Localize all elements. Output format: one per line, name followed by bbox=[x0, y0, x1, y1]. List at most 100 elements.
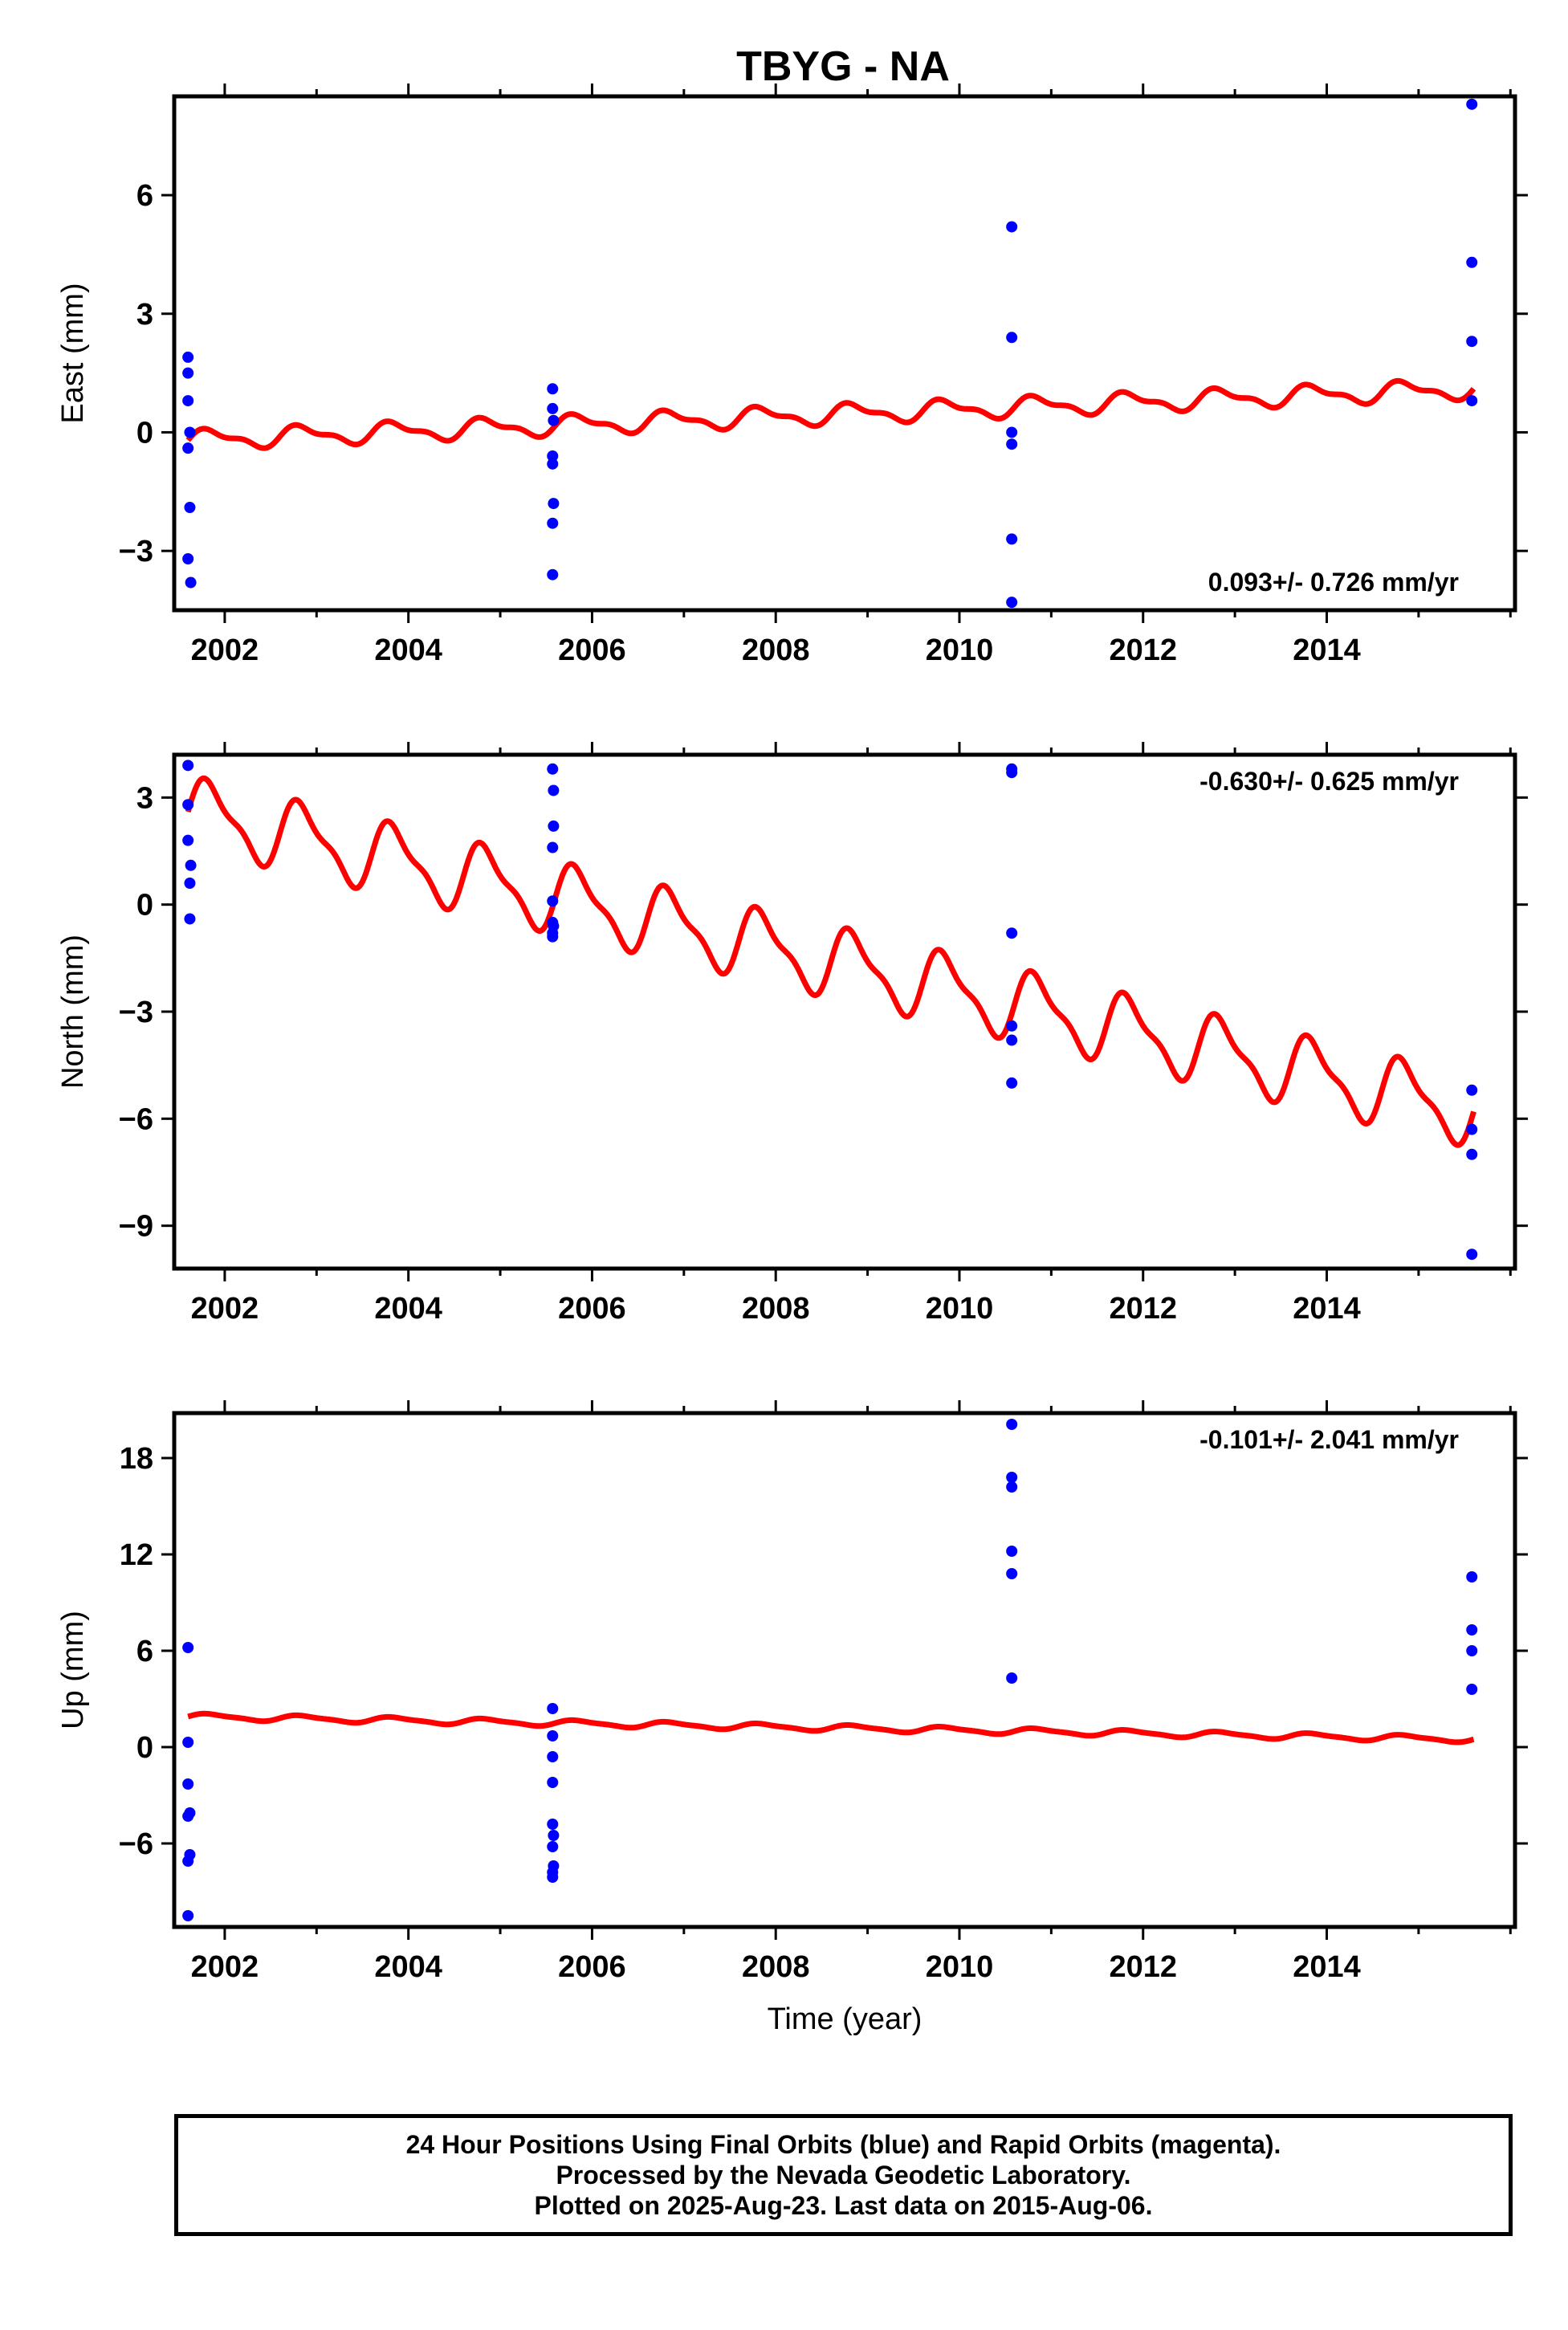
data-point-east bbox=[1466, 336, 1478, 348]
panel-north: 2002 2004 2006 2008 2010 2012 2014 −9 −6 −3 0 3 Nort… bbox=[56, 742, 1528, 1326]
y-tick-label: 0 bbox=[136, 1731, 153, 1765]
x-tick-label: 2008 bbox=[742, 1950, 810, 1984]
data-point-up bbox=[182, 1811, 194, 1822]
data-point-up bbox=[1466, 1624, 1478, 1635]
data-point-east bbox=[1466, 256, 1478, 268]
data-point-east bbox=[182, 442, 194, 454]
panel-east: 2002 2004 2006 2008 2010 2012 2014 −3 0 3 6 East (m… bbox=[56, 84, 1528, 667]
y-tick-label: 3 bbox=[136, 781, 153, 815]
x-tick-label: 2014 bbox=[1293, 1292, 1361, 1326]
data-point-up bbox=[1466, 1645, 1478, 1656]
rate-label-east: 0.093+/- 0.726 mm/yr bbox=[1208, 568, 1459, 597]
data-point-north bbox=[182, 834, 194, 846]
x-tick-label: 2010 bbox=[926, 1950, 994, 1984]
data-point-up bbox=[1466, 1571, 1478, 1583]
data-point-up bbox=[1006, 1481, 1018, 1493]
rate-label-up: -0.101+/- 2.041 mm/yr bbox=[1199, 1425, 1459, 1454]
data-point-up bbox=[182, 1737, 194, 1748]
x-tick-label: 2012 bbox=[1109, 1292, 1177, 1326]
x-tick-label: 2014 bbox=[1293, 1950, 1361, 1984]
data-point-north bbox=[547, 763, 559, 775]
data-point-east bbox=[547, 383, 559, 395]
data-point-up bbox=[1006, 1472, 1018, 1483]
x-tick-label: 2004 bbox=[374, 1950, 442, 1984]
data-point-north bbox=[1006, 927, 1018, 939]
plot-frame-north bbox=[172, 752, 1517, 1271]
footer-line-2: Processed by the Nevada Geodetic Laborat… bbox=[556, 2161, 1131, 2189]
data-point-up bbox=[182, 1855, 194, 1867]
data-point-east bbox=[185, 576, 197, 589]
rate-label-north: -0.630+/- 0.625 mm/yr bbox=[1199, 767, 1459, 796]
x-tick-label: 2012 bbox=[1109, 633, 1177, 667]
data-point-up bbox=[547, 1730, 559, 1741]
y-tick-label: 0 bbox=[136, 416, 153, 450]
x-tick-label: 2014 bbox=[1293, 633, 1361, 667]
data-point-east bbox=[547, 450, 559, 462]
x-tick-label: 2008 bbox=[742, 1292, 810, 1326]
x-tick-label: 2006 bbox=[558, 1292, 626, 1326]
data-point-east bbox=[1006, 533, 1018, 545]
data-point-north bbox=[182, 799, 194, 811]
data-point-up bbox=[1006, 1568, 1018, 1579]
model-curve-east bbox=[185, 377, 1476, 451]
data-point-north bbox=[1006, 1020, 1018, 1032]
data-point-north bbox=[547, 931, 559, 943]
data-point-east bbox=[1006, 426, 1018, 438]
data-point-up bbox=[1466, 1684, 1478, 1695]
y-tick-label: −6 bbox=[119, 1102, 153, 1136]
x-tick-label: 2002 bbox=[191, 633, 259, 667]
data-point-north bbox=[1006, 1077, 1018, 1089]
data-point-east bbox=[547, 458, 559, 470]
data-point-north bbox=[184, 913, 196, 925]
data-point-east bbox=[548, 498, 560, 510]
data-point-north bbox=[1466, 1123, 1478, 1135]
x-tick-label: 2002 bbox=[191, 1950, 259, 1984]
data-point-north bbox=[1006, 767, 1018, 779]
y-axis-label: East (mm) bbox=[56, 283, 90, 423]
data-point-north bbox=[1466, 1084, 1478, 1096]
data-point-up bbox=[547, 1841, 559, 1852]
model-curve-north bbox=[185, 775, 1476, 1148]
data-point-up bbox=[547, 1819, 559, 1830]
data-point-up bbox=[1006, 1546, 1018, 1557]
model-curve-up bbox=[185, 1710, 1476, 1745]
data-point-north bbox=[547, 895, 559, 907]
data-point-up bbox=[547, 1872, 559, 1883]
x-tick-label: 2010 bbox=[926, 633, 994, 667]
data-point-east bbox=[1006, 597, 1018, 609]
data-point-north bbox=[185, 859, 197, 871]
data-point-up bbox=[182, 1910, 194, 1921]
x-axis-label: Time (year) bbox=[768, 2002, 922, 2036]
data-point-north bbox=[1466, 1249, 1478, 1261]
data-point-east bbox=[184, 426, 196, 438]
y-tick-label: 6 bbox=[136, 179, 153, 213]
y-tick-label: −6 bbox=[119, 1827, 153, 1861]
data-point-east bbox=[1006, 221, 1018, 233]
data-point-north bbox=[1466, 1148, 1478, 1160]
data-point-east bbox=[547, 568, 559, 580]
data-point-north bbox=[1006, 1034, 1018, 1046]
data-point-east bbox=[182, 395, 194, 407]
data-point-east bbox=[1006, 332, 1018, 344]
data-point-up bbox=[182, 1778, 194, 1790]
x-tick-label: 2002 bbox=[191, 1292, 259, 1326]
data-point-up bbox=[182, 1642, 194, 1653]
data-point-east bbox=[182, 351, 194, 363]
x-tick-label: 2004 bbox=[374, 633, 442, 667]
footer-line-1: 24 Hour Positions Using Final Orbits (bl… bbox=[405, 2130, 1281, 2159]
y-tick-label: −9 bbox=[119, 1210, 153, 1244]
data-point-north bbox=[184, 878, 196, 889]
y-tick-label: −3 bbox=[119, 996, 153, 1029]
y-tick-label: 0 bbox=[136, 889, 153, 923]
data-point-east bbox=[1466, 98, 1478, 110]
footer-info-box: 24 Hour Positions Using Final Orbits (bl… bbox=[174, 2114, 1513, 2236]
chart-title: TBYG - NA bbox=[736, 43, 950, 90]
data-point-east bbox=[182, 367, 194, 379]
x-tick-label: 2006 bbox=[558, 633, 626, 667]
x-tick-label: 2010 bbox=[926, 1292, 994, 1326]
data-point-up bbox=[548, 1830, 560, 1841]
data-point-east bbox=[1006, 438, 1018, 450]
y-tick-label: 3 bbox=[136, 298, 153, 332]
data-point-up bbox=[547, 1703, 559, 1714]
